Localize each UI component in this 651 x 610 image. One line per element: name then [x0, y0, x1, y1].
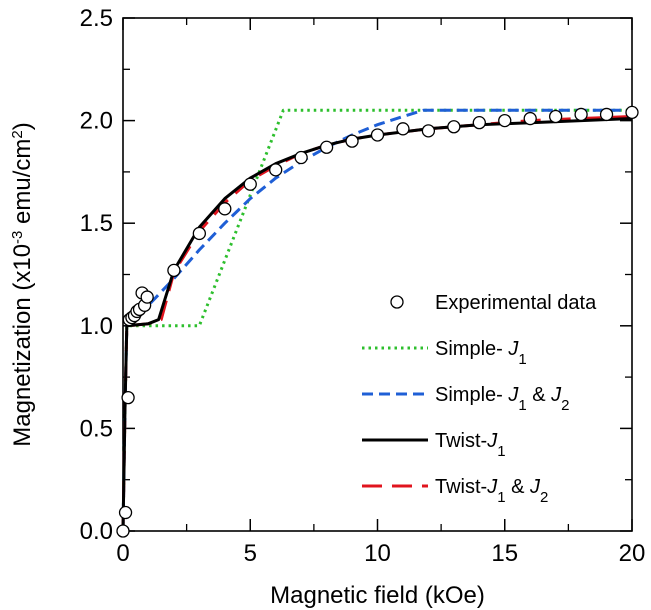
y-tick-label: 2.0: [80, 108, 113, 135]
x-tick-label: 5: [244, 540, 257, 567]
y-tick-label: 1.5: [80, 210, 113, 237]
series-line-simple-j1-j2: [121, 108, 632, 532]
data-point: [421, 124, 436, 138]
data-point: [319, 140, 334, 154]
data-point: [218, 202, 232, 216]
y-tick-label: 0.0: [80, 518, 113, 545]
data-point: [370, 128, 385, 142]
legend-marker: [390, 295, 404, 309]
data-point: [140, 290, 154, 304]
data-point: [498, 113, 512, 128]
axes: 0 5 10 15 20 0.0 0.5 1.0 1.5 2.0 2.5: [80, 5, 646, 567]
plot-frame: [122, 17, 633, 532]
x-axis-label: Magnetic field (kOe): [270, 582, 485, 609]
x-tick-label: 20: [619, 540, 646, 567]
legend: Experimental data Simple- J1 Simple- J1 & …: [362, 292, 597, 506]
data-point: [549, 109, 563, 124]
data-point: [118, 505, 133, 520]
y-tick-label: 2.5: [80, 5, 113, 32]
data-point: [396, 122, 410, 136]
data-point: [269, 163, 283, 177]
series-line-simple-j1: [121, 108, 632, 532]
data-point: [243, 177, 257, 191]
legend-label: Simple- J1 & J2: [435, 384, 570, 414]
data-point: [192, 226, 207, 241]
data-point: [294, 150, 308, 165]
data-point: [599, 107, 614, 122]
data-point: [121, 390, 135, 405]
legend-label: Simple- J1: [435, 338, 527, 368]
data-point: [447, 120, 461, 134]
legend-label: Twist-J1: [435, 430, 506, 460]
y-axis-label: Magnetization (x10-3 emu/cm2): [9, 122, 37, 446]
legend-label: Twist-J1 & J2: [435, 476, 548, 506]
legend-label: Experimental data: [435, 292, 597, 314]
data-point: [167, 263, 181, 278]
plot-series: [116, 105, 639, 538]
y-tick-label: 1.0: [80, 313, 113, 340]
data-point: [472, 116, 486, 130]
x-tick-label: 10: [364, 540, 391, 567]
x-tick-label: 0: [116, 540, 129, 567]
data-point: [574, 107, 588, 122]
data-point: [345, 134, 359, 148]
data-point: [116, 524, 130, 538]
data-point: [523, 111, 537, 126]
x-tick-label: 15: [491, 540, 518, 567]
series-line-twist-j1: [121, 117, 633, 532]
y-tick-label: 0.5: [80, 415, 113, 442]
data-point: [625, 105, 639, 120]
